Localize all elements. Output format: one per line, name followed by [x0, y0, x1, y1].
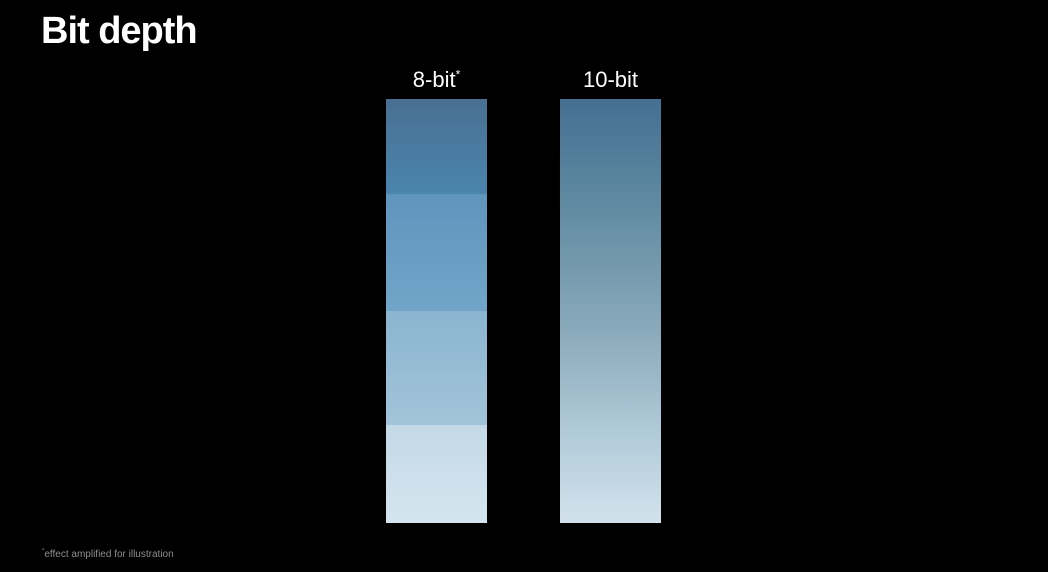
- asterisk-mark: *: [455, 67, 461, 82]
- slide-title: Bit depth: [41, 10, 198, 52]
- gradient-band: [386, 311, 487, 425]
- gradient-bar-8-bit: [386, 99, 487, 523]
- gradient-band: [386, 425, 487, 523]
- gradient-band: [386, 194, 487, 311]
- footnote: *effect amplified for illustration: [42, 548, 174, 562]
- label-10-bit: 10-bit: [582, 67, 639, 92]
- footnote-mark: *: [42, 548, 45, 555]
- gradient-band: [386, 99, 487, 194]
- gradient-bar-10-bit: [560, 99, 661, 523]
- label-8-bit-text: 8-bit: [412, 67, 456, 92]
- label-8-bit: 8-bit*: [386, 64, 487, 96]
- footnote-text: effect amplified for illustration: [44, 549, 174, 560]
